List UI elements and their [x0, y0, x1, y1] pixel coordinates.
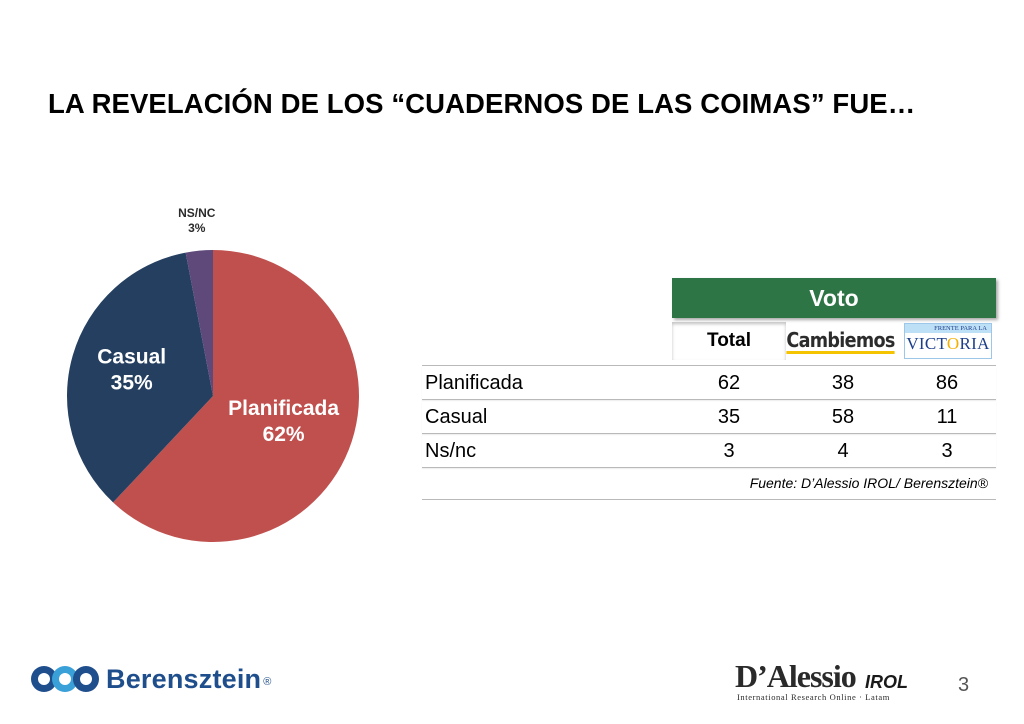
- page-title: LA REVELACIÓN DE LOS “CUADERNOS DE LAS C…: [48, 88, 916, 119]
- table-row: Casual 35 58 11: [422, 401, 996, 434]
- berensztein-logo: Berensztein ®: [30, 662, 271, 696]
- table-row: Planificada 62 38 86: [422, 367, 996, 400]
- cell-total: 35: [717, 406, 741, 428]
- berensztein-wordmark: Berensztein: [106, 663, 262, 694]
- vote-group-header: Voto: [672, 278, 996, 318]
- column-header-fpv: FRENTE PARA LA VICTORIA: [900, 322, 996, 360]
- cell-total: 3: [723, 440, 735, 462]
- row-label: Ns/nc: [425, 440, 477, 462]
- cell-cambiemos: 4: [837, 440, 849, 462]
- column-header-total: Total: [672, 322, 786, 360]
- cell-fpv: 11: [936, 406, 958, 428]
- pie-slice-casual: [67, 252, 214, 503]
- cell-fpv: 3: [941, 440, 953, 462]
- source-note: Fuente: D’Alessio IROL/ Berensztein®: [422, 470, 996, 500]
- cell-cambiemos: 58: [831, 406, 855, 428]
- berensztein-registered: ®: [263, 676, 272, 688]
- row-label: Planificada: [425, 372, 523, 394]
- dalessio-irol: IROL: [865, 672, 908, 692]
- column-header-cambiemos: Cambiemos: [786, 322, 896, 360]
- row-label: Casual: [425, 406, 488, 428]
- frente-para-la-victoria-logo: FRENTE PARA LA VICTORIA: [904, 323, 992, 359]
- fpv-logo-top: FRENTE PARA LA: [905, 324, 991, 333]
- page-number: 3: [958, 674, 970, 696]
- cell-total: 62: [717, 372, 741, 394]
- fpv-logo-main: VICTORIA: [906, 334, 990, 353]
- pie-slice-planificada: [113, 250, 359, 542]
- table-top-divider: [422, 365, 996, 366]
- cell-cambiemos: 38: [831, 372, 855, 394]
- table-row: Ns/nc 3 4 3: [422, 435, 996, 468]
- dalessio-irol-logo: D’Alessio IROL International Research On…: [735, 658, 925, 704]
- pie-slice-nsnc: [185, 250, 213, 396]
- dalessio-tagline: International Research Online · Latam: [737, 692, 890, 702]
- dalessio-wordmark: D’Alessio: [735, 658, 857, 694]
- berensztein-mark-icon: [30, 662, 100, 696]
- cell-fpv: 86: [935, 372, 959, 394]
- pie-chart: Planificada 62% Casual 35% NS/NC 3%: [67, 206, 359, 542]
- pie-label-planificada: Planificada 62%: [228, 397, 339, 446]
- pie-label-nsnc: NS/NC 3%: [178, 206, 216, 235]
- pie-label-casual: Casual 35%: [97, 345, 166, 394]
- cambiemos-logo: Cambiemos: [786, 327, 896, 354]
